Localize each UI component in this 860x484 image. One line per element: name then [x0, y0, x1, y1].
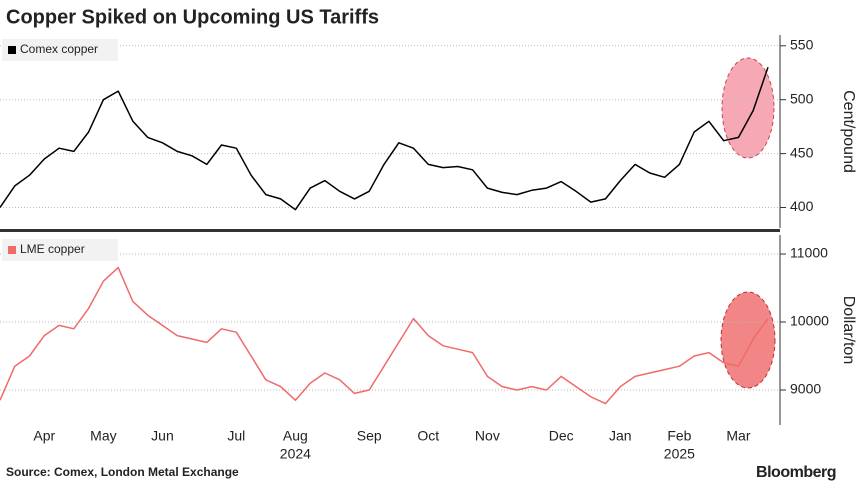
legend-swatch: [8, 46, 16, 54]
x-tick-label: Aug: [283, 428, 308, 444]
y-tick-label: 450: [790, 144, 814, 160]
x-tick-label: Jan: [609, 428, 632, 444]
x-tick-label: Oct: [417, 428, 439, 444]
x-tick-label: Jun: [151, 428, 174, 444]
x-year-label: 2025: [664, 446, 695, 462]
y-tick-label: 10000: [790, 313, 829, 329]
legend-swatch: [8, 246, 16, 254]
highlight: [721, 57, 775, 159]
legend-label: Comex copper: [20, 42, 98, 56]
x-tick-label: May: [90, 428, 116, 444]
chart-title: Copper Spiked on Upcoming US Tariffs: [6, 6, 379, 28]
y-tick-label: 500: [790, 90, 814, 106]
highlight: [720, 291, 776, 389]
x-tick-label: Sep: [357, 428, 382, 444]
line: [0, 67, 769, 211]
y-tick-label: 550: [790, 36, 814, 52]
legend-label: LME copper: [20, 242, 85, 256]
legend-box: [2, 239, 118, 261]
x-tick-label: Mar: [726, 428, 750, 444]
x-tick-label: Jul: [227, 428, 245, 444]
x-tick-label: Feb: [667, 428, 691, 444]
x-year-label: 2024: [280, 446, 311, 462]
y-tick-label: 11000: [790, 245, 828, 261]
y-tick-label: 9000: [790, 381, 821, 397]
y-axis-label: Cent/pound: [840, 90, 857, 173]
brand: Bloomberg: [756, 464, 836, 481]
panel-divider: [0, 229, 780, 232]
line: [0, 266, 769, 405]
legend-box: [2, 39, 118, 61]
x-tick-label: Apr: [33, 428, 55, 444]
x-tick-label: Nov: [475, 428, 500, 444]
source: Source: Comex, London Metal Exchange: [6, 465, 239, 479]
y-tick-label: 400: [790, 198, 814, 214]
x-tick-label: Dec: [549, 428, 574, 444]
y-axis-label: Dollar/ton: [840, 296, 857, 364]
